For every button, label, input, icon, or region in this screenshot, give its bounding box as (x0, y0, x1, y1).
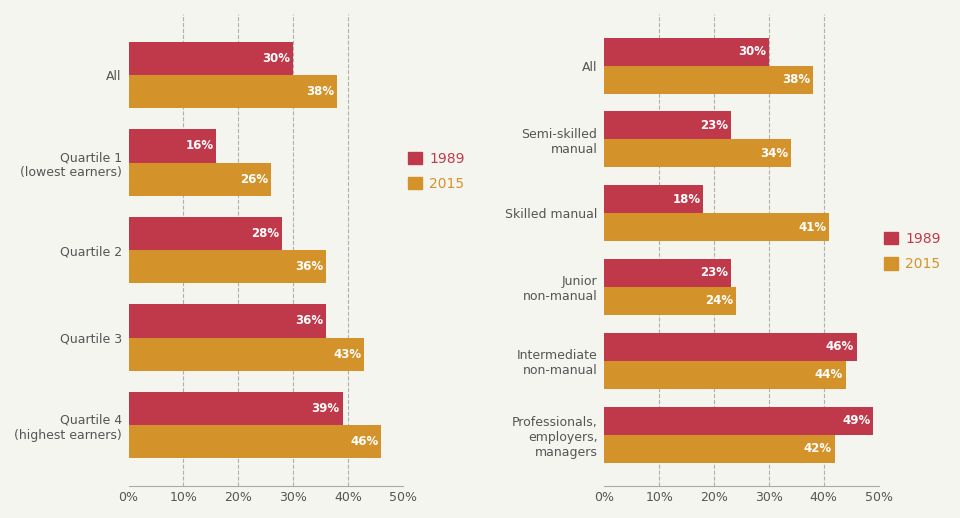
Bar (129, 75, 337, 108)
Bar (605, 213, 829, 241)
Bar (605, 111, 731, 139)
Text: 23%: 23% (700, 266, 728, 279)
Bar (605, 139, 791, 167)
Text: 23%: 23% (700, 119, 728, 132)
Bar (129, 338, 365, 371)
Bar (129, 392, 343, 425)
Text: 36%: 36% (296, 260, 324, 273)
Text: 38%: 38% (782, 73, 810, 86)
Text: 34%: 34% (760, 147, 788, 160)
Bar (605, 259, 731, 287)
Bar (605, 333, 856, 361)
Bar (129, 304, 326, 338)
Text: 30%: 30% (262, 52, 291, 65)
Text: 16%: 16% (185, 139, 214, 152)
Bar (605, 66, 813, 94)
Text: 46%: 46% (826, 340, 854, 353)
Text: 46%: 46% (350, 435, 378, 448)
Bar (605, 407, 874, 435)
Legend: 1989, 2015: 1989, 2015 (878, 226, 947, 277)
Text: 26%: 26% (240, 172, 269, 186)
Bar (129, 42, 293, 75)
Text: 28%: 28% (252, 227, 279, 240)
Text: 39%: 39% (312, 402, 340, 415)
Bar (605, 287, 736, 315)
Text: 42%: 42% (804, 442, 832, 455)
Bar (605, 435, 835, 463)
Legend: 1989, 2015: 1989, 2015 (403, 146, 470, 196)
Text: 41%: 41% (799, 221, 827, 234)
Bar (129, 130, 216, 163)
Text: 24%: 24% (706, 295, 733, 308)
Text: 49%: 49% (842, 414, 871, 427)
Bar (129, 425, 381, 458)
Bar (129, 163, 272, 196)
Text: 36%: 36% (296, 314, 324, 327)
Bar (129, 217, 282, 250)
Bar (605, 361, 846, 389)
Text: 30%: 30% (738, 45, 766, 58)
Text: 44%: 44% (815, 368, 843, 381)
Bar (605, 185, 703, 213)
Bar (605, 37, 769, 66)
Text: 38%: 38% (306, 85, 334, 98)
Text: 43%: 43% (334, 348, 362, 361)
Bar (129, 250, 326, 283)
Text: 18%: 18% (672, 193, 701, 206)
